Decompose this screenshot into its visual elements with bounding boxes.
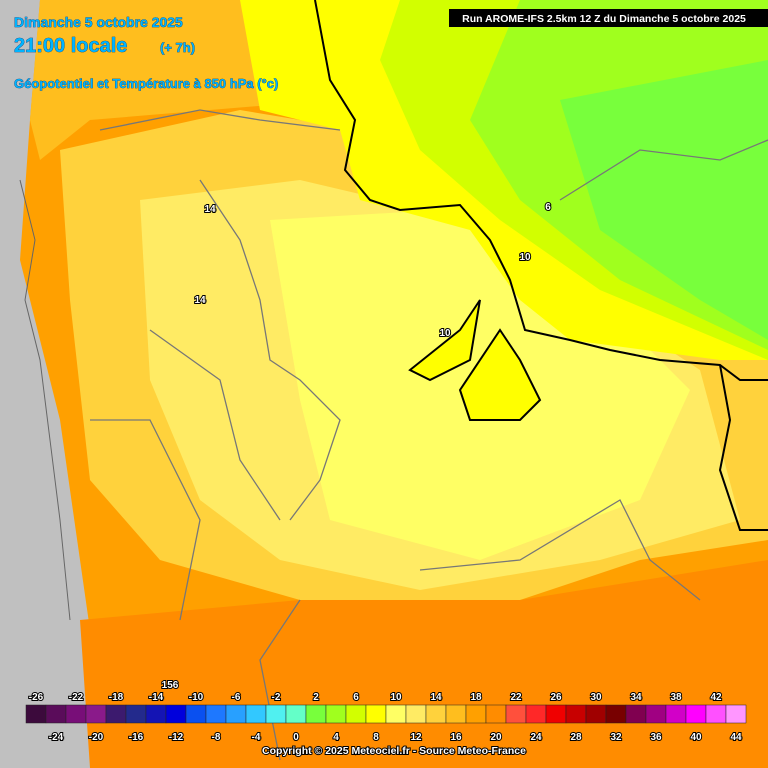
legend-label: 42: [710, 692, 722, 703]
legend-label: 2: [313, 692, 319, 703]
contour-label: 10: [519, 252, 531, 263]
legend-swatch: [85, 704, 107, 724]
legend-label: -16: [129, 732, 144, 743]
zone-10-patch: [408, 299, 542, 421]
legend-label: -18: [109, 692, 124, 703]
legend-swatch: [725, 704, 747, 724]
contour-labels: 14 14 10 10 6 156: [161, 201, 553, 692]
run-box: [449, 9, 768, 27]
region-border: [90, 109, 768, 761]
lead-time: (+ 7h): [160, 40, 195, 55]
legend-swatch: [485, 704, 507, 724]
legend-swatch: [45, 704, 67, 724]
legend-swatch: [385, 704, 407, 724]
legend-swatch: [145, 704, 167, 724]
legend-label: 18: [470, 692, 482, 703]
legend-label: -26: [29, 692, 44, 703]
legend-swatch: [105, 704, 127, 724]
contour-label: 156: [162, 680, 179, 691]
legend-label: -10: [189, 692, 204, 703]
legend-label: 10: [390, 692, 402, 703]
legend-swatch: [645, 704, 667, 724]
legend-label: 16: [450, 732, 462, 743]
legend-label: 34: [630, 692, 642, 703]
legend-swatch: [445, 704, 467, 724]
legend-label: 14: [430, 692, 442, 703]
legend-label: -24: [49, 732, 64, 743]
contour-line: [314, 0, 768, 381]
legend-swatch: [25, 704, 47, 724]
legend-swatch: [225, 704, 247, 724]
legend-label: -2: [272, 692, 281, 703]
legend-label: 38: [670, 692, 682, 703]
time: 21:00 locale: [14, 35, 127, 57]
legend-label: 0: [293, 732, 299, 743]
legend-swatch: [165, 704, 187, 724]
legend-label: -4: [252, 732, 261, 743]
legend-label: -12: [169, 732, 184, 743]
legend-label: -14: [149, 692, 164, 703]
legend-swatch: [585, 704, 607, 724]
legend-label: 44: [730, 732, 742, 743]
legend-swatch: [405, 704, 427, 724]
legend-label: 22: [510, 692, 522, 703]
legend-label: 4: [333, 732, 339, 743]
contour-label: 14: [204, 204, 216, 215]
contour-line: [718, 364, 768, 531]
legend-label: 28: [570, 732, 582, 743]
legend-swatch: [685, 704, 707, 724]
sea: [0, 0, 100, 768]
color-legend: -26-24-22-20-18-16-14-12-10-8-6-4-202468…: [25, 691, 747, 744]
legend-swatch: [245, 704, 267, 724]
legend-label: 20: [490, 732, 502, 743]
legend-swatch: [545, 704, 567, 724]
date: Dimanche 5 octobre 2025: [14, 14, 183, 30]
legend-label: 30: [590, 692, 602, 703]
legend-swatch: [505, 704, 527, 724]
legend-label: 24: [530, 732, 542, 743]
legend-swatch: [305, 704, 327, 724]
legend-label: 12: [410, 732, 422, 743]
field-title: Géopotentiel et Température à 850 hPa (°…: [14, 76, 278, 91]
legend-swatch: [345, 704, 367, 724]
legend-swatch: [65, 704, 87, 724]
legend-swatch: [525, 704, 547, 724]
legend-swatch: [605, 704, 627, 724]
legend-swatch: [625, 704, 647, 724]
legend-swatch: [325, 704, 347, 724]
legend-label: 32: [610, 732, 622, 743]
legend-swatch: [425, 704, 447, 724]
legend-swatch: [185, 704, 207, 724]
legend-swatch: [705, 704, 727, 724]
contour-label: 14: [194, 295, 206, 306]
legend-swatch: [665, 704, 687, 724]
legend-swatch: [265, 704, 287, 724]
legend-label: 8: [373, 732, 379, 743]
run-info: Run AROME-IFS 2.5km 12 Z du Dimanche 5 o…: [462, 13, 746, 25]
legend-label: 36: [650, 732, 662, 743]
legend-label: -22: [69, 692, 84, 703]
legend-swatch: [365, 704, 387, 724]
legend-label: -20: [89, 732, 104, 743]
legend-swatch: [465, 704, 487, 724]
legend-label: 26: [550, 692, 562, 703]
legend-label: 6: [353, 692, 359, 703]
legend-swatch: [205, 704, 227, 724]
legend-swatch: [125, 704, 147, 724]
zone-4: [560, 60, 768, 340]
legend-label: -6: [232, 692, 241, 703]
copyright: Copyright © 2025 Meteociel.fr - Source M…: [262, 745, 526, 757]
contour-label: 10: [439, 328, 451, 339]
coastline: [19, 179, 71, 621]
legend-swatch: [285, 704, 307, 724]
legend-swatch: [565, 704, 587, 724]
legend-label: 40: [690, 732, 702, 743]
contour-label: 6: [545, 202, 551, 213]
legend-label: -8: [212, 732, 221, 743]
